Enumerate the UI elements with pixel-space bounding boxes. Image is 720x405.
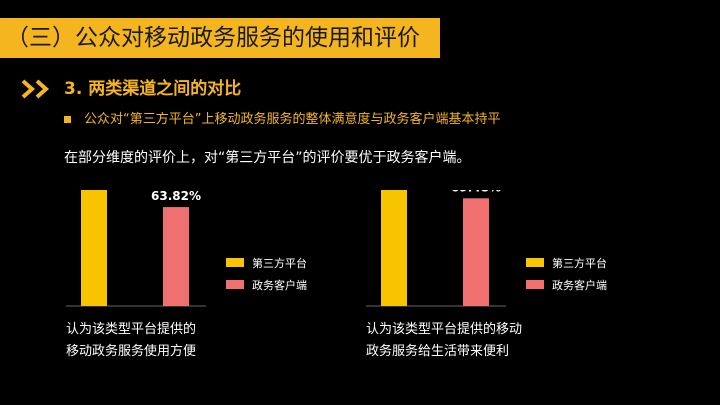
data-label: 69.48%: [451, 190, 501, 194]
bar-gov-app: [163, 207, 189, 306]
bar-gov-app: [463, 198, 489, 306]
legend-swatch: [226, 280, 244, 289]
bar-third-party: [381, 190, 407, 306]
bullet-square-icon: [64, 116, 71, 123]
caption-line: 移动政务服务使用方便: [66, 344, 197, 359]
legend-label: 政务客户端: [252, 278, 307, 292]
caption-line: 认为该类型平台提供的移动: [366, 322, 523, 337]
chart-caption: 认为该类型平台提供的 移动政务服务使用方便: [66, 319, 366, 363]
bullet-text: 公众对“第三方平台”上移动政务服务的整体满意度与政务客户端基本持平: [84, 112, 501, 127]
legend-label: 第三方平台: [252, 256, 307, 270]
caption-line: 政务服务给生活带来便利: [366, 344, 510, 359]
data-label: 63.82%: [151, 190, 201, 203]
summary-text: 在部分维度的评价上，对“第三方平台”的评价要优于政务客户端。: [64, 150, 471, 166]
chart-caption: 认为该类型平台提供的移动 政务服务给生活带来便利: [366, 319, 666, 363]
double-chevron-right-icon: [21, 79, 50, 99]
section-title-banner: （三）公众对移动政务服务的使用和评价: [6, 25, 420, 51]
subsection-title: 3. 两类渠道之间的对比: [64, 79, 242, 99]
bar-third-party: [81, 190, 107, 306]
legend-label: 第三方平台: [552, 256, 607, 270]
legend-swatch: [526, 258, 544, 267]
caption-line: 认为该类型平台提供的: [66, 322, 197, 337]
legend-swatch: [226, 258, 244, 267]
legend-label: 政务客户端: [552, 278, 607, 292]
section-banner: （三）公众对移动政务服务的使用和评价: [0, 18, 440, 58]
legend-swatch: [526, 280, 544, 289]
